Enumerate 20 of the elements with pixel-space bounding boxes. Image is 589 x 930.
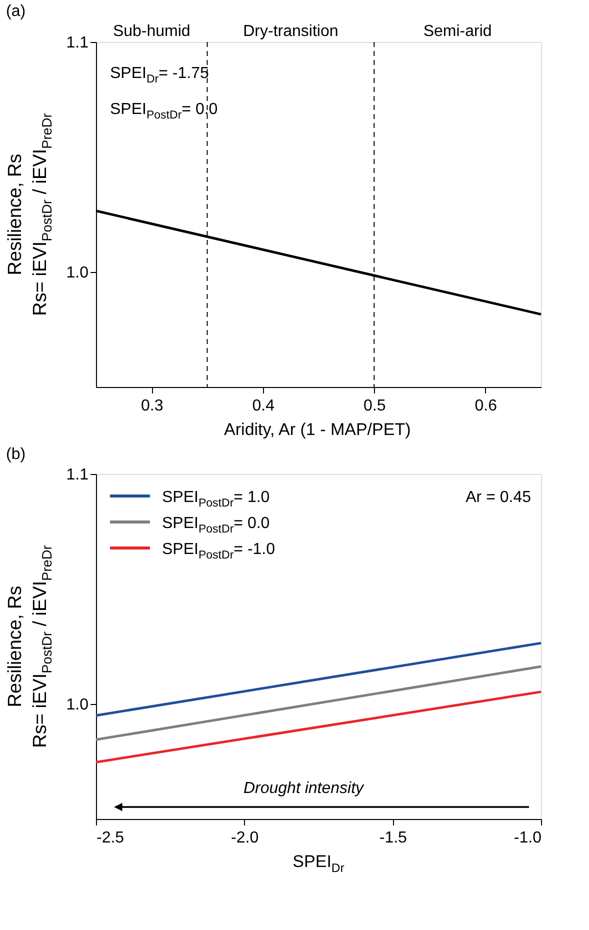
y-tick-label: 1.1 xyxy=(66,466,89,484)
x-tick-label: 0.6 xyxy=(474,398,498,414)
annotation: Ar = 0.45 xyxy=(466,489,532,506)
y-tick-label: 1.0 xyxy=(66,696,89,714)
y-tick-label: 1.0 xyxy=(66,264,89,282)
text: Dry-transition xyxy=(243,23,338,40)
x-axis-title: Aridity, Ar (1 - MAP/PET) xyxy=(224,420,411,439)
annotation: Drought intensity xyxy=(243,780,365,797)
y-tick-label: 1.1 xyxy=(66,34,89,52)
x-tick-label: -2.0 xyxy=(231,830,259,846)
chart-title: (b) xyxy=(6,446,26,463)
x-tick-label: -1.0 xyxy=(514,830,542,846)
text: Sub-humid xyxy=(112,23,190,40)
x-tick-label: -2.5 xyxy=(96,830,124,846)
x-tick-label: 0.3 xyxy=(141,398,164,414)
x-tick-label: -1.5 xyxy=(379,830,408,846)
text: Semi-arid xyxy=(423,23,492,40)
chart-title: (a) xyxy=(6,3,26,20)
x-tick-label: 0.5 xyxy=(364,398,386,414)
x-tick-label: 0.4 xyxy=(252,398,275,414)
